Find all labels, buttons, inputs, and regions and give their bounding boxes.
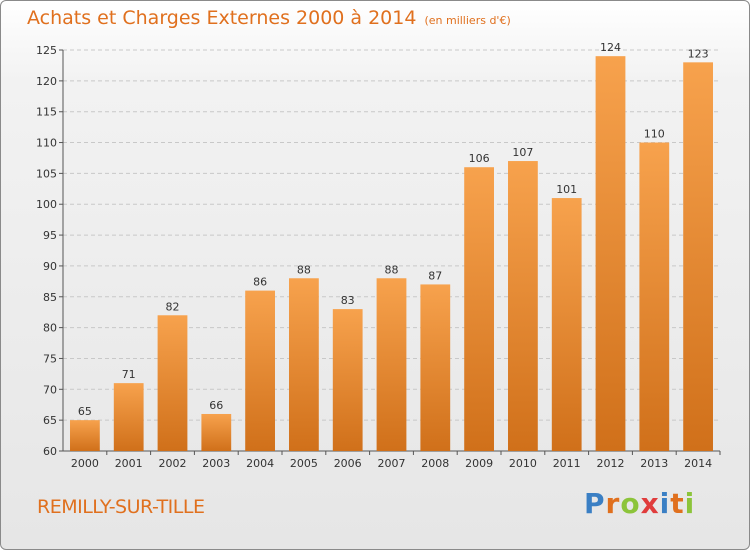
bar [551,198,582,451]
chart-title-text: Achats et Charges Externes 2000 à 2014 [27,7,417,29]
bar [464,167,494,451]
bar [683,62,713,451]
x-tick-label: 2005 [290,457,318,470]
brand-letter: t [670,487,685,520]
bar [70,420,100,451]
y-tick-label: 60 [43,445,57,458]
x-tick-label: 2010 [509,457,537,470]
bar [595,56,626,452]
bar [289,278,319,451]
data-label: 123 [688,47,709,60]
y-tick-label: 90 [43,260,57,273]
x-tick-label: 2003 [202,457,230,470]
x-tick-label: 2012 [597,457,625,470]
y-tick-label: 105 [36,167,57,180]
brand-logo[interactable]: Proxiti [584,487,695,520]
x-tick-label: 2002 [159,457,187,470]
y-tick-label: 85 [43,291,57,304]
brand-letter: x [640,487,660,520]
x-tick-label: 2008 [421,457,449,470]
y-tick-label: 110 [36,137,57,150]
y-tick-label: 120 [36,75,57,88]
chart-subtitle: (en milliers d'€) [424,14,511,27]
data-label: 83 [341,294,355,307]
y-tick-label: 75 [43,352,57,365]
x-tick-label: 2014 [684,457,712,470]
x-tick-label: 2001 [115,457,143,470]
bar [508,161,538,452]
brand-letter: i [684,487,696,520]
bar [201,413,232,451]
y-tick-label: 70 [43,383,57,396]
y-tick-label: 80 [43,322,57,335]
brand-letter: i [659,487,671,520]
data-label: 110 [644,128,665,141]
bar [245,290,275,451]
data-label: 71 [122,368,136,381]
chart-title: Achats et Charges Externes 2000 à 2014 (e… [27,7,511,29]
data-label: 82 [166,300,180,313]
data-label: 87 [428,269,442,282]
x-tick-label: 2013 [640,457,668,470]
bar [639,142,670,452]
x-tick-label: 2000 [71,457,99,470]
x-tick-label: 2011 [553,457,581,470]
data-label: 106 [469,152,490,165]
y-tick-label: 65 [43,414,57,427]
bar [113,383,144,451]
data-label: 101 [556,183,577,196]
data-label: 86 [253,276,267,289]
x-tick-label: 2007 [378,457,406,470]
x-tick-label: 2006 [334,457,362,470]
data-label: 66 [209,399,223,412]
data-label: 107 [512,146,533,159]
bar [420,284,451,451]
data-label: 88 [297,263,311,276]
data-label: 124 [600,41,621,54]
brand-letter: P [584,487,606,520]
brand-letter: o [620,487,641,520]
x-tick-label: 2004 [246,457,274,470]
bar [332,309,363,451]
y-tick-label: 125 [36,44,57,57]
y-tick-label: 115 [36,106,57,119]
bar [376,278,407,451]
data-label: 88 [385,263,399,276]
x-tick-label: 2009 [465,457,493,470]
y-tick-label: 100 [36,198,57,211]
commune-name: REMILLY-SUR-TILLE [37,496,205,518]
brand-letter: r [605,487,621,520]
y-tick-label: 95 [43,229,57,242]
data-label: 65 [78,405,92,418]
bar [157,315,188,451]
